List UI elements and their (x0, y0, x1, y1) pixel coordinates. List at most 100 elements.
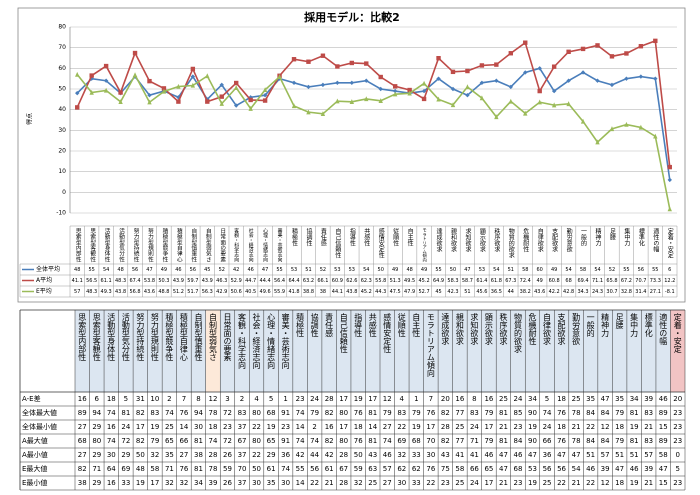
chart-frame (17, 7, 686, 303)
cell: 78 (209, 465, 218, 473)
data-point (421, 96, 427, 102)
cell: 26 (223, 451, 232, 459)
cell: 5 (545, 395, 549, 403)
cell: 68 (412, 437, 421, 445)
data-point (248, 105, 253, 111)
table-value: 47 (464, 267, 470, 273)
data-point (494, 78, 499, 83)
cell: 48 (136, 465, 145, 473)
cell: 46 (630, 465, 639, 473)
table-value: 54 (103, 267, 109, 273)
y-tick-label: 30 (58, 127, 66, 134)
data-point (508, 98, 513, 104)
cell: 82 (325, 437, 334, 445)
cell: 30 (252, 479, 261, 487)
table-value: 56 (132, 267, 138, 273)
data-point (161, 88, 167, 94)
cell: 74 (296, 409, 305, 417)
cell: 19 (630, 479, 639, 487)
cell: 3 (225, 395, 229, 403)
data-point (667, 177, 672, 183)
category-label: 共感性 (363, 227, 370, 247)
table-value: 43.9 (173, 278, 184, 284)
table-value: 60.8 (549, 278, 560, 284)
cell: 47 (572, 451, 581, 459)
cell: 24 (310, 395, 319, 403)
cell: 36 (281, 451, 290, 459)
cell: 82 (325, 409, 334, 417)
row-label: 全体最大値 (22, 408, 57, 417)
cell: 43 (368, 451, 377, 459)
column-header: 客観・科学志向 (238, 312, 247, 369)
cell: 17 (150, 479, 159, 487)
cell: 33 (412, 479, 421, 487)
table-value: 56 (190, 267, 196, 273)
cell: 42 (296, 451, 305, 459)
cell: 76 (426, 465, 435, 473)
legend-label: 全体平均 (36, 265, 60, 273)
data-point (190, 82, 196, 88)
cell: 8 (472, 395, 476, 403)
cell: 47 (659, 465, 668, 473)
category-label: 従順性 (392, 227, 399, 247)
table-value: 40.5 (245, 289, 256, 295)
cell: 61 (267, 465, 276, 473)
cell: 91 (281, 437, 290, 445)
cell: 8 (196, 395, 200, 403)
data-point (580, 118, 586, 124)
cell: 65 (484, 465, 493, 473)
cell: 39 (644, 395, 653, 403)
data-point (335, 80, 340, 85)
cell: 80 (252, 409, 261, 417)
category-label: 集中力 (623, 227, 630, 247)
category-label: 支配欲求 (551, 227, 558, 252)
table-value: 67.4 (129, 278, 140, 284)
category-label: モラトリアム傾向 (422, 228, 427, 263)
cell: 12 (601, 423, 610, 431)
column-header: 精神力 (601, 312, 610, 338)
cell: 36 (543, 451, 552, 459)
cell: 68 (78, 437, 87, 445)
data-point (479, 80, 485, 85)
cell: 57 (383, 465, 392, 473)
category-label: 勤労意欲 (565, 227, 572, 253)
cell: 84 (586, 437, 595, 445)
table-value: 30.7 (606, 289, 617, 295)
cell: 35 (615, 395, 624, 403)
table-value: 46.3 (216, 278, 227, 284)
table-value: 58 (580, 267, 586, 273)
table-value: 51.7 (187, 289, 198, 295)
data-point (349, 99, 355, 105)
cell: 77 (455, 437, 464, 445)
table-value: 50.3 (158, 278, 169, 284)
data-point (132, 72, 138, 78)
cell: 69 (397, 437, 406, 445)
data-point (335, 64, 340, 69)
cell: 76 (179, 409, 188, 417)
data-point (653, 76, 658, 81)
table-value: 48.3 (115, 278, 126, 284)
table-value: 41.1 (72, 278, 83, 284)
category-label: 活動型身体性 (103, 227, 110, 263)
column-header: 定着・安定 (673, 312, 682, 354)
cell: 84 (601, 409, 610, 417)
data-point (103, 63, 109, 69)
cell: 47 (528, 451, 537, 459)
cell: 22 (426, 479, 435, 487)
table-value: 55 (88, 267, 94, 273)
data-point (465, 68, 470, 74)
cell: 71 (165, 465, 174, 473)
table-value: 73.3 (650, 278, 661, 284)
cell: 76 (557, 437, 566, 445)
cell: 27 (383, 479, 392, 487)
cell: 81 (368, 437, 377, 445)
data-point (118, 99, 123, 105)
cell: 28 (209, 451, 218, 459)
table-value: 54 (594, 267, 600, 273)
data-point (176, 95, 181, 100)
category-label: 秩序欲求 (493, 227, 500, 252)
data-point (407, 87, 412, 93)
table-value: 66.1 (317, 278, 328, 284)
data-point (508, 84, 513, 90)
table-value: 49 (392, 267, 398, 273)
